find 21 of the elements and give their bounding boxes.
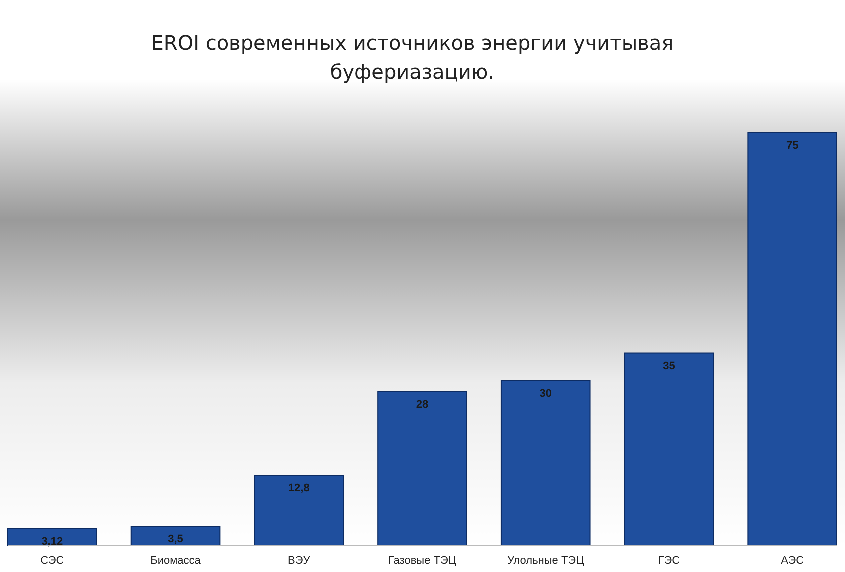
data-label: 28 [416,398,429,411]
bar [748,132,838,546]
x-tick-label: СЭС [40,555,64,567]
x-tick-label: АЭС [781,555,804,567]
bar [254,475,344,546]
data-label: 75 [786,140,799,152]
data-label: 35 [663,360,676,372]
x-tick-label: Газовые ТЭЦ [388,555,457,567]
bar [130,526,221,546]
x-tick-label: ВЭУ [288,555,312,567]
bar [378,391,468,546]
data-label: 3,5 [168,534,184,546]
x-tick-label: ГЭС [658,555,680,567]
x-tick-label: Биомасса [150,555,202,567]
data-label: 30 [540,388,552,400]
data-label: 3,12 [42,536,64,548]
bar [500,380,591,546]
data-label: 12,8 [288,482,310,495]
chart-title: EROI современных источников энергии учитывая буфериазацию. [151,31,674,84]
bar [624,352,714,546]
x-tick-label: Улольные ТЭЦ [507,555,584,567]
